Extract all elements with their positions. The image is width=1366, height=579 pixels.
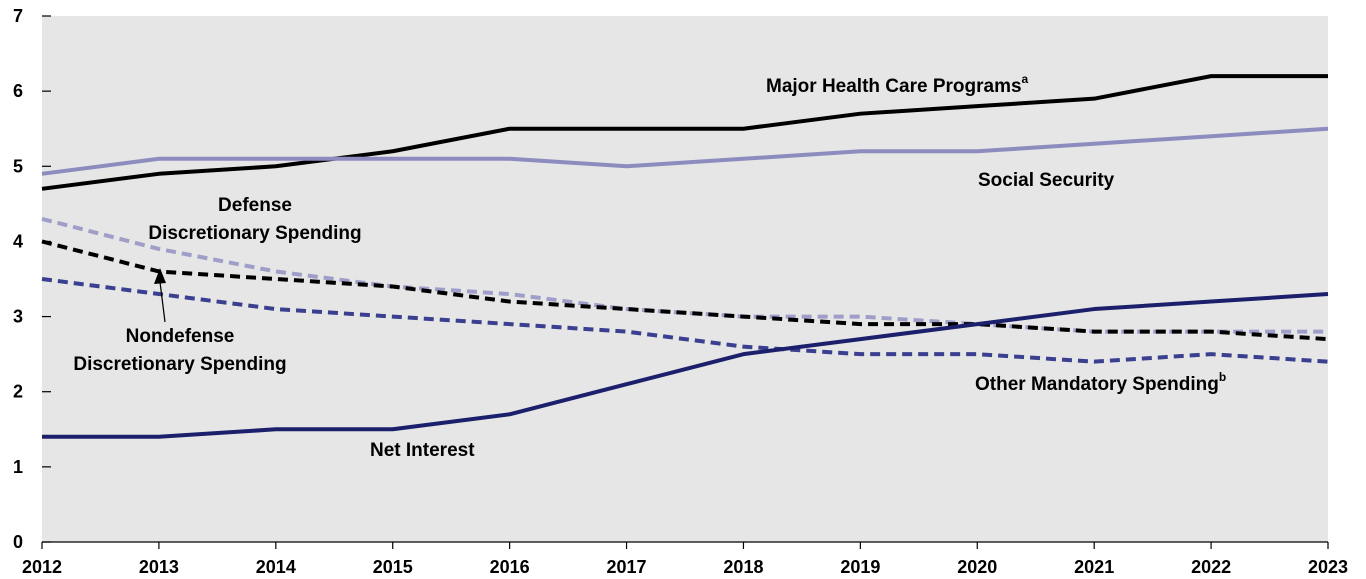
label-nondefense-line-1: Nondefense [126, 326, 235, 347]
y-tick-label: 5 [13, 156, 23, 176]
y-tick-label: 0 [13, 532, 23, 552]
x-tick-label: 2012 [22, 557, 62, 577]
label-defense-line-2: Discretionary Spending [148, 223, 361, 244]
series-line-3 [41, 239, 1329, 342]
x-axis-ticks: 2012 2013 2014 2015 2016 2017 2018 2019 2020 2021… [22, 541, 1348, 577]
y-tick-label: 2 [13, 382, 23, 402]
label-nondefense-line-2: Discretionary Spending [73, 354, 286, 375]
x-tick-label: 2013 [139, 557, 179, 577]
x-tick-label: 2019 [840, 557, 880, 577]
x-tick-label: 2014 [256, 557, 296, 577]
label-net-interest: Net Interest [370, 440, 475, 461]
x-tick-label: 2021 [1074, 557, 1114, 577]
x-tick-label: 2020 [957, 557, 997, 577]
y-axis-ticks: 0 1 2 3 4 5 6 7 [13, 6, 51, 552]
y-tick-label: 7 [13, 6, 23, 26]
label-other-mandatory: Other Mandatory Spendingb [975, 370, 1226, 395]
plot-background [42, 16, 1328, 542]
series-lines [41, 74, 1329, 439]
x-tick-label: 2023 [1308, 557, 1348, 577]
x-tick-label: 2022 [1191, 557, 1231, 577]
x-tick-label: 2016 [490, 557, 530, 577]
nondefense-arrow-shaft [159, 281, 166, 323]
x-tick-label: 2017 [607, 557, 647, 577]
y-tick-label: 6 [13, 81, 23, 101]
label-social-security: Social Security [978, 170, 1115, 191]
label-major-health-care: Major Health Care Programsa [766, 72, 1029, 97]
x-tick-label: 2015 [373, 557, 413, 577]
x-tick-label: 2018 [723, 557, 763, 577]
nondefense-arrow-head [154, 268, 166, 284]
y-tick-label: 4 [13, 231, 23, 251]
y-tick-label: 1 [13, 457, 23, 477]
series-line-1 [41, 126, 1329, 176]
series-line-4 [41, 277, 1329, 364]
series-line-5 [42, 292, 1329, 439]
label-defense-line-1: Defense [218, 195, 292, 216]
series-line-0 [41, 74, 1328, 191]
y-tick-label: 3 [13, 307, 23, 327]
